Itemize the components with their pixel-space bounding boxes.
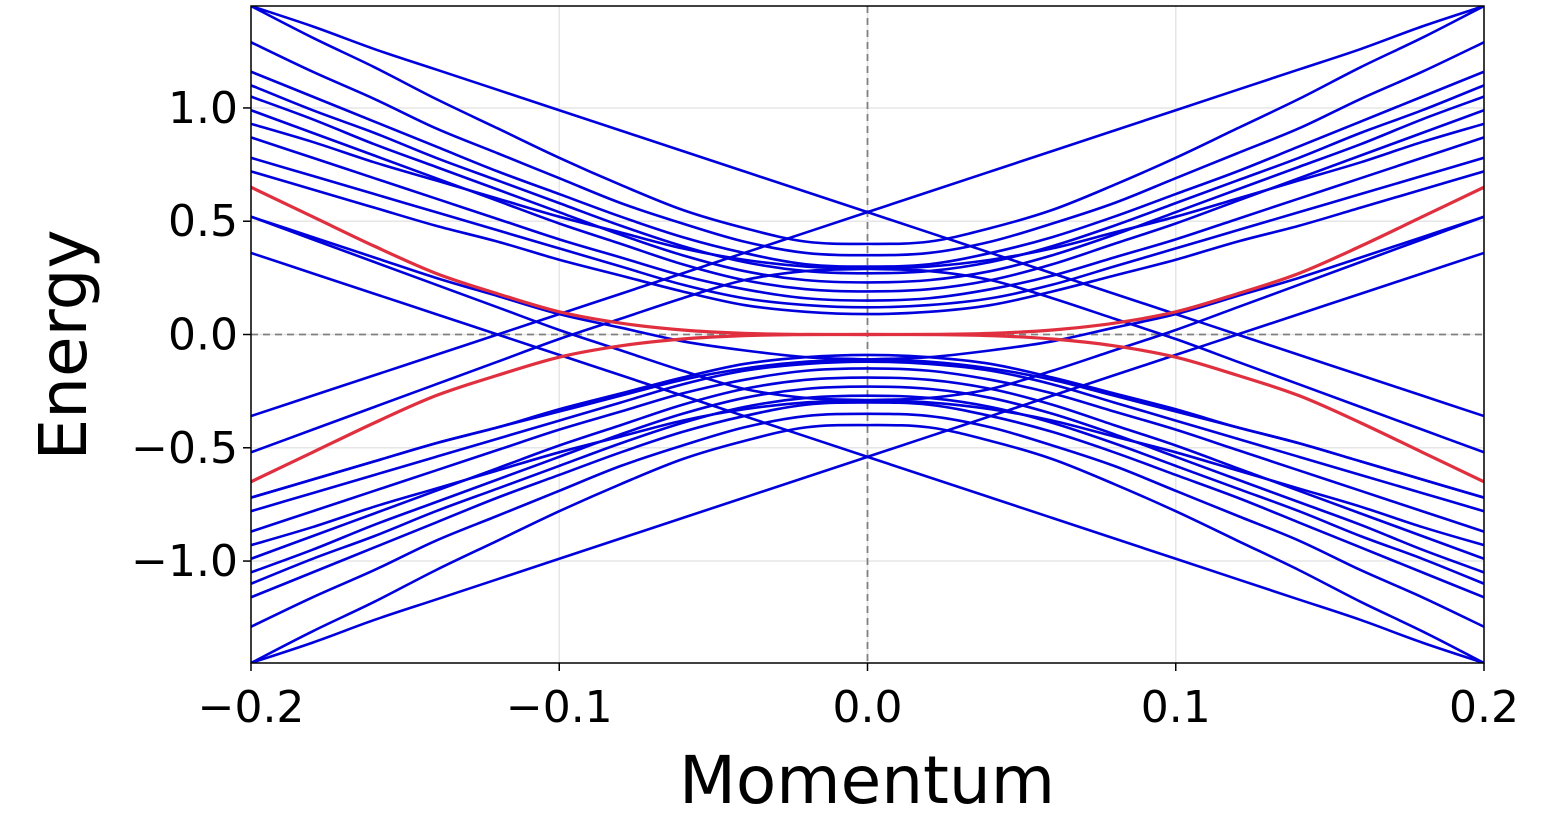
bulk-band-line-4 — [251, 95, 1484, 284]
bulk-band-line-21 — [251, 401, 1484, 599]
x-tick-label-1: −0.1 — [506, 682, 613, 733]
bulk-band-line-5 — [251, 108, 1484, 293]
y-tick-label-3: 0.5 — [168, 196, 238, 247]
series-layer — [251, 6, 1484, 663]
bulk-band-line-7 — [251, 156, 1484, 309]
y-tick-label-1: −0.5 — [131, 423, 238, 474]
bulk-band-line-12 — [251, 122, 1484, 454]
bulk-band-line-23 — [251, 385, 1484, 574]
bulk-band-line-26 — [251, 360, 1484, 513]
x-axis-ticks: −0.2 −0.1 0.0 0.1 0.2 — [198, 663, 1519, 733]
bulk-band-line-0 — [251, 6, 1484, 246]
bulk-band-line-27 — [251, 353, 1484, 499]
x-axis-title: Momentum — [679, 742, 1055, 819]
y-tick-label-0: −1.0 — [131, 536, 238, 587]
bulk-band-line-25 — [251, 367, 1484, 533]
bulk-band-line-19 — [251, 423, 1484, 663]
bulk-band-line-24 — [251, 376, 1484, 561]
x-tick-label-3: 0.1 — [1141, 682, 1211, 733]
bulk-band-line-10 — [251, 6, 1484, 418]
edge-band-line-29 — [251, 185, 1484, 484]
y-axis-ticks: −1.0 −0.5 0.0 0.5 1.0 — [131, 83, 251, 587]
y-axis-title: Energy — [25, 229, 102, 460]
bulk-band-line-8 — [251, 170, 1484, 316]
x-tick-label-0: −0.2 — [198, 682, 305, 733]
y-tick-label-4: 1.0 — [168, 83, 238, 134]
y-tick-label-2: 0.0 — [168, 310, 238, 361]
bulk-band-line-16 — [251, 251, 1484, 663]
bulk-band-line-1 — [251, 41, 1484, 257]
bulk-band-line-3 — [251, 84, 1484, 275]
bulk-band-line-20 — [251, 412, 1484, 628]
bulk-band-line-22 — [251, 394, 1484, 585]
x-tick-label-2: 0.0 — [833, 682, 903, 733]
bulk-band-line-6 — [251, 136, 1484, 302]
bulk-band-line-2 — [251, 70, 1484, 268]
x-tick-label-4: 0.2 — [1449, 682, 1519, 733]
bulk-band-line-18 — [251, 215, 1484, 547]
